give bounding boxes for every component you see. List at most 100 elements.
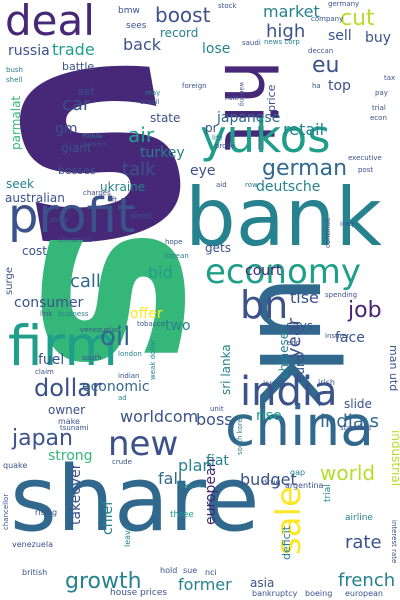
word-china: china <box>225 394 374 458</box>
word-make: make <box>58 417 80 426</box>
word-economic: economic <box>82 379 150 395</box>
word-face: face <box>335 330 365 346</box>
word-owner: owner <box>48 403 85 417</box>
word-ad: ad <box>118 394 127 402</box>
word-news-corp: news corp <box>264 38 300 46</box>
word-eu: eu <box>312 53 339 78</box>
word-profit: profit <box>8 188 136 244</box>
word-ukraine: ukraine <box>100 180 145 194</box>
word-consumer: consumer <box>14 295 84 311</box>
word-british: british <box>22 568 47 577</box>
word-chinese: chinese <box>277 332 291 378</box>
word-job: job <box>347 298 382 323</box>
word-rising: rising <box>35 508 57 517</box>
word-crude: crude <box>112 458 132 466</box>
word-bankruptcy: bankruptcy <box>252 589 298 598</box>
word-venezuelan: venezuelan <box>80 326 120 334</box>
word-boeing: boeing <box>305 589 332 598</box>
word-drug: drug <box>262 478 281 487</box>
word-euro: euro <box>293 355 307 382</box>
word-shell: shell <box>6 76 22 84</box>
word-may: may <box>145 89 160 97</box>
word-hit: hit <box>208 60 290 151</box>
word-venezuela: venezuela <box>12 540 53 549</box>
word-market: market <box>263 2 320 21</box>
word-company: company <box>311 15 343 23</box>
word-london: london <box>118 350 142 358</box>
word-standard: standard <box>340 424 371 432</box>
word-talk: talk <box>122 159 156 180</box>
word-french: french <box>338 570 395 591</box>
word-share: share <box>10 447 259 552</box>
word-new: new <box>108 424 178 464</box>
word-chief: chief <box>100 500 116 535</box>
word-sell: sell <box>328 28 352 44</box>
word-air: air <box>128 123 155 147</box>
word-probe: probe <box>215 142 235 150</box>
word-quake: quake <box>3 461 27 470</box>
word-export: export <box>180 482 203 490</box>
word-strong: strong <box>48 448 93 464</box>
word-business: business <box>58 310 89 318</box>
word-top: top <box>328 78 351 94</box>
word-offer: offer <box>130 306 163 322</box>
word-saudi: saudi <box>242 39 261 47</box>
word-bid: bid <box>148 263 173 282</box>
word-dollar: dollar <box>34 374 102 402</box>
word-fuel: fuel <box>38 352 64 368</box>
word-cut: cut <box>340 6 375 31</box>
word-end: end <box>287 339 300 347</box>
word-budget: budget <box>240 470 297 489</box>
word-hope: hope <box>165 238 182 246</box>
word-pr: pr <box>205 121 218 135</box>
word-christmas: christmas <box>58 236 93 244</box>
word-pay: pay <box>375 89 388 97</box>
word-tlse: tlse <box>290 288 319 307</box>
word-australian: australian <box>5 191 65 205</box>
word-high: high <box>266 21 305 42</box>
word-record: record <box>160 26 198 40</box>
word-man-utd: man utd <box>387 345 400 391</box>
word-stock: stock <box>218 2 238 10</box>
word-european-small: european <box>345 589 383 598</box>
word-bn: bn <box>240 283 288 327</box>
word-bmw: bmw <box>118 6 140 16</box>
word-airline: airline <box>345 513 373 523</box>
word-firm: firm <box>8 314 118 378</box>
word-boost: boost <box>155 3 211 27</box>
word-gets: gets <box>205 241 231 255</box>
word-spending: spending <box>325 291 357 299</box>
word-rise: rise <box>256 408 282 424</box>
word-continue: continue <box>324 218 332 248</box>
word-fall: fall <box>158 469 182 488</box>
word-house-prices: house prices <box>110 588 167 598</box>
word-ha: ha <box>312 82 321 90</box>
word-set: set <box>78 85 95 98</box>
word-argentina: argentina <box>285 481 324 490</box>
word-takeover: takeover <box>68 463 84 525</box>
word-irish: irish <box>318 378 335 387</box>
word-india: india <box>240 369 337 415</box>
word-brazil: brazil <box>140 98 159 106</box>
word-mobile: mobile <box>82 133 103 140</box>
word-asia: asia <box>250 576 274 590</box>
word-tax: tax <box>384 74 395 82</box>
word-two: two <box>165 318 191 334</box>
word-back: back <box>123 35 162 54</box>
word-bosses: bosses <box>58 164 96 177</box>
word-trade: trade <box>52 40 95 59</box>
word-lose: lose <box>202 41 230 57</box>
word-price: price <box>265 84 278 112</box>
word-industrial: industrial <box>389 430 400 486</box>
word-sees: sees <box>126 21 147 31</box>
word-says: says <box>286 319 313 333</box>
word-chancellor: chancellor <box>2 494 10 530</box>
word-korean: korean <box>165 252 189 260</box>
word-year: year <box>284 317 305 358</box>
word-sri-lanka: sri lanka <box>219 344 233 395</box>
word-south: south <box>82 354 102 362</box>
word-lift: lift <box>108 196 117 204</box>
word-boss: boss <box>196 410 233 429</box>
word-bank: bank <box>185 171 383 264</box>
word-russia: russia <box>8 43 50 59</box>
